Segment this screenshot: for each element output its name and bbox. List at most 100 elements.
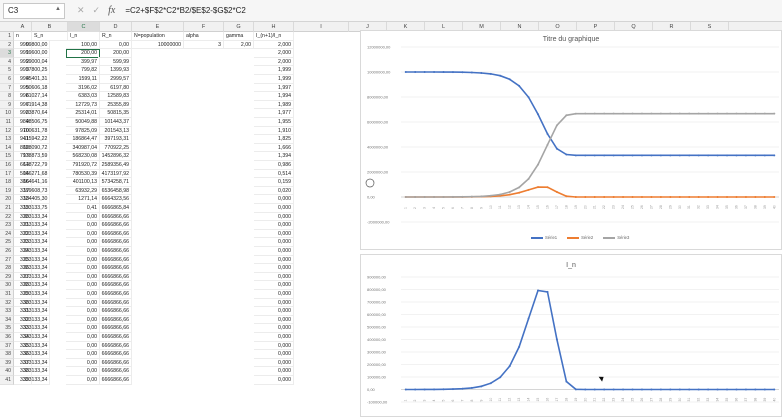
cell-i[interactable]: 0,00 (66, 376, 100, 385)
cell-s[interactable]: 3864641,16 (18, 178, 50, 187)
cell-s[interactable]: 5046271,68 (18, 170, 50, 179)
cell-s[interactable]: 9981027,14 (18, 92, 50, 101)
cell-ratio[interactable]: 0,000 (254, 350, 294, 359)
cell-s[interactable]: 3333133,34 (18, 256, 50, 265)
cell-r[interactable]: 6664323,56 (98, 195, 132, 204)
header-cell[interactable]: N=population (132, 32, 184, 41)
cell-ratio[interactable]: 0,514 (254, 170, 294, 179)
row-header[interactable]: 31 (0, 290, 14, 299)
cell-ratio[interactable]: 1,666 (254, 144, 294, 153)
cell-r[interactable]: 6536458,98 (98, 187, 132, 196)
cell-i[interactable]: 0,00 (66, 221, 100, 230)
cell-i[interactable]: 0,00 (66, 290, 100, 299)
cell-ratio[interactable]: 0,000 (254, 230, 294, 239)
chart-infected[interactable]: I_n 900000,00 800000,00 700000,00 600000,00… (360, 254, 782, 417)
header-cell[interactable]: gamma (224, 32, 254, 41)
cell-ratio[interactable]: 1,977 (254, 109, 294, 118)
cell-i[interactable]: 0,00 (66, 281, 100, 290)
cell-s[interactable]: 3333133,34 (18, 316, 50, 325)
cell-r[interactable]: 6666866,66 (98, 213, 132, 222)
row-header[interactable]: 39 (0, 359, 14, 368)
cell-i[interactable]: 186864,47 (66, 135, 100, 144)
cell-ratio[interactable]: 0,159 (254, 178, 294, 187)
cell-ratio[interactable]: 2,000 (254, 49, 294, 58)
cell-ratio[interactable]: 0,000 (254, 238, 294, 247)
row-header[interactable]: 20 (0, 195, 14, 204)
cell-ratio[interactable]: 0,000 (254, 221, 294, 230)
cell-ratio[interactable]: 1,999 (254, 75, 294, 84)
header-cell[interactable]: S_n (32, 32, 68, 41)
cell-alpha[interactable]: 3 (184, 41, 224, 50)
row-header[interactable]: 37 (0, 342, 14, 351)
cell-s[interactable]: 9700631,78 (18, 127, 50, 136)
row-header[interactable]: 30 (0, 281, 14, 290)
cell-i[interactable]: 63932,29 (66, 187, 100, 196)
row-header[interactable]: 4 (0, 58, 14, 67)
cell-r[interactable]: 25355,89 (98, 101, 132, 110)
cell-s[interactable]: 9999800,00 (18, 41, 50, 50)
cell-s[interactable]: 3333133,34 (18, 281, 50, 290)
header-cell[interactable]: alpha (184, 32, 224, 41)
row-header[interactable]: 36 (0, 333, 14, 342)
cell-ratio[interactable]: 0,000 (254, 195, 294, 204)
row-header[interactable]: 3 (0, 49, 14, 58)
cell-r[interactable]: 6666866,66 (98, 256, 132, 265)
cell-i[interactable]: 0,00 (66, 238, 100, 247)
row-header[interactable]: 13 (0, 135, 14, 144)
cell-i[interactable]: 100,00 (66, 41, 100, 50)
cell-i[interactable]: 0,00 (66, 247, 100, 256)
cell-s[interactable]: 9990606,18 (18, 84, 50, 93)
cell-s[interactable]: 3333133,34 (18, 367, 50, 376)
cell-ratio[interactable]: 0,000 (254, 204, 294, 213)
cell-s[interactable]: 3333133,34 (18, 290, 50, 299)
cell-s[interactable]: 8888090,72 (18, 144, 50, 153)
cell-ratio[interactable]: 0,000 (254, 281, 294, 290)
cell-s[interactable]: 3333133,34 (18, 221, 50, 230)
row-header[interactable]: 5 (0, 66, 14, 75)
cell-i[interactable]: 0,00 (66, 256, 100, 265)
row-header[interactable]: 9 (0, 101, 14, 110)
row-header[interactable]: 11 (0, 118, 14, 127)
cell-ratio[interactable]: 0,000 (254, 316, 294, 325)
cell-r[interactable]: 6666866,66 (98, 324, 132, 333)
chevron-down-icon[interactable]: ▲ (55, 6, 61, 12)
fx-icon[interactable]: fx (108, 5, 115, 16)
row-header[interactable]: 22 (0, 213, 14, 222)
cell-ratio[interactable]: 1,825 (254, 135, 294, 144)
cell-r[interactable]: 1399,93 (98, 66, 132, 75)
cell-s[interactable]: 9999600,00 (18, 49, 50, 58)
column-header-d[interactable]: D (100, 22, 132, 32)
row-header[interactable]: 25 (0, 238, 14, 247)
cell-s[interactable]: 3333133,34 (18, 238, 50, 247)
row-header[interactable]: 29 (0, 273, 14, 282)
cell-gamma[interactable]: 2,00 (224, 41, 254, 50)
cell-r[interactable]: 6666866,66 (98, 367, 132, 376)
cell-r[interactable]: 50815,35 (98, 109, 132, 118)
row-header[interactable]: 34 (0, 316, 14, 325)
cell-ratio[interactable]: 0,000 (254, 264, 294, 273)
row-header[interactable]: 32 (0, 299, 14, 308)
row-header[interactable]: 1 (0, 32, 14, 41)
row-header[interactable]: 6 (0, 75, 14, 84)
formula-input[interactable]: =C2+$F$2*C2*B2/$E$2-$G$2*C2 (125, 6, 246, 15)
row-header[interactable]: 33 (0, 307, 14, 316)
cell-s[interactable]: 3333133,34 (18, 342, 50, 351)
column-header-i[interactable]: I (294, 22, 349, 32)
cell-s[interactable]: 7978873,59 (18, 152, 50, 161)
cell-s[interactable]: 3333133,34 (18, 333, 50, 342)
cell-s[interactable]: 9997800,25 (18, 66, 50, 75)
cell-r[interactable]: 4173197,92 (98, 170, 132, 179)
column-header-g[interactable]: G (224, 22, 254, 32)
cell-s[interactable]: 3333133,34 (18, 247, 50, 256)
cell-ratio[interactable]: 1,989 (254, 101, 294, 110)
cell-ratio[interactable]: 2,000 (254, 41, 294, 50)
header-cell[interactable]: I_(n+1)/I_n (254, 32, 294, 41)
cell-s[interactable]: 3333133,34 (18, 307, 50, 316)
row-header[interactable]: 24 (0, 230, 14, 239)
row-header[interactable]: 16 (0, 161, 14, 170)
cell-ratio[interactable]: 1,994 (254, 92, 294, 101)
cell-s[interactable]: 3333133,34 (18, 299, 50, 308)
cell-i[interactable]: 0,00 (66, 367, 100, 376)
cell-ratio[interactable]: 0,986 (254, 161, 294, 170)
cell-s[interactable]: 9961914,38 (18, 101, 50, 110)
